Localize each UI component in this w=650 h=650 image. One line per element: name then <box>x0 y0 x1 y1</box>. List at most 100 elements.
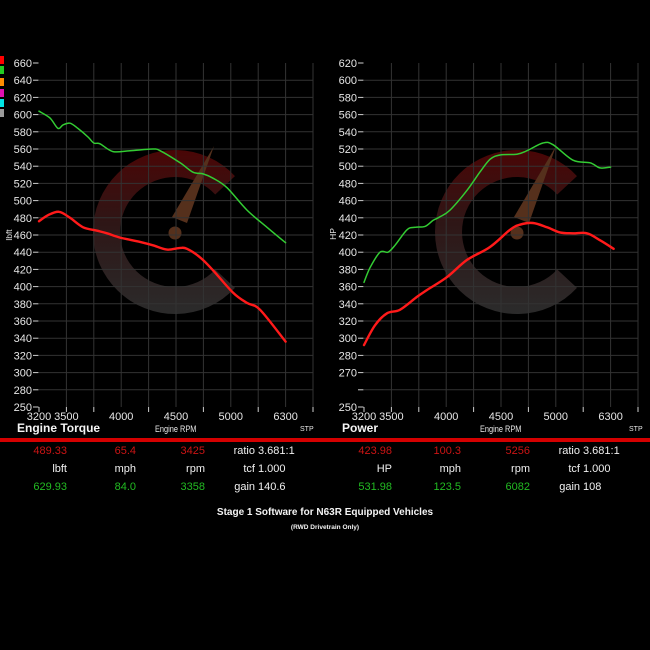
readout-value: 84.0 <box>114 481 136 493</box>
y-tick-label: 250 <box>14 402 32 414</box>
x-tick-label: 6300 <box>273 411 297 423</box>
y-tick-label: 560 <box>14 144 32 156</box>
logo-ring-icon <box>92 150 235 314</box>
logo-hub-icon <box>510 226 524 240</box>
y-tick-label: 360 <box>14 316 32 328</box>
readout-row-tuned: 531.98 123.5 6082 gain 108 <box>325 480 650 494</box>
readout-param: 3.681:1 <box>583 445 620 457</box>
readout-label: tcf <box>568 463 580 475</box>
legend-swatch-red <box>0 56 4 64</box>
x-tick-label: 6300 <box>598 411 622 423</box>
y-tick-label: 300 <box>14 368 32 380</box>
x-tick-label: 3500 <box>379 411 403 423</box>
y-tick-label: 600 <box>339 75 357 87</box>
legend-swatch-gray <box>0 109 4 117</box>
readout-value: 3358 <box>180 481 205 493</box>
x-tick-label: 3200 <box>352 411 376 423</box>
y-tick-label: 520 <box>339 144 357 156</box>
x-tick-label: 5000 <box>544 411 568 423</box>
legend-swatch-green <box>0 66 4 74</box>
readout-unit: mph <box>439 463 461 475</box>
readout-unit: HP <box>376 463 392 475</box>
readout-label: ratio <box>558 445 580 457</box>
y-tick-label: 580 <box>339 92 357 104</box>
x-tick-label: 3200 <box>27 411 51 423</box>
readout-param: 3.681:1 <box>258 445 295 457</box>
green-curve <box>38 110 287 244</box>
readout-unit: lbft <box>52 463 67 475</box>
readout-value: 423.98 <box>358 445 392 457</box>
torque-x-axis-title: Engine RPM <box>155 424 197 434</box>
logo-hub-icon <box>168 226 182 240</box>
torque-chart: 660 640 620 600 580 560 540 520 500 480 460 440 420 4… <box>4 58 314 423</box>
y-tick-label: 340 <box>339 299 357 311</box>
readout-value: 65.4 <box>114 445 136 457</box>
y-axis-title: lbft <box>4 229 14 241</box>
readout-label: gain <box>234 481 255 493</box>
y-tick-label: 660 <box>14 58 32 70</box>
y-tick-label: 280 <box>14 385 32 397</box>
readout-param: 1.000 <box>258 463 286 475</box>
y-tick-label: 270 <box>339 368 357 380</box>
y-tick-label: 280 <box>339 350 357 362</box>
x-tick-label: 4500 <box>164 411 188 423</box>
y-tick-label: 360 <box>339 282 357 294</box>
y-tick-label: 560 <box>339 110 357 122</box>
y-tick-label: 250 <box>339 402 357 414</box>
red-curve <box>37 210 287 343</box>
red-curve <box>362 221 615 347</box>
y-tick-label: 620 <box>14 92 32 104</box>
gridlines <box>39 63 314 407</box>
readout-param: 108 <box>583 481 602 493</box>
torque-chart-title: Engine Torque <box>17 421 101 435</box>
readout-row-tuned: 629.93 84.0 3358 gain 140.6 <box>0 480 325 494</box>
y-tick-label: 500 <box>339 161 357 173</box>
readout-value: 3425 <box>180 445 205 457</box>
y-tick-label: 460 <box>339 196 357 208</box>
readout-unit: rpm <box>511 463 530 475</box>
readout-value: 5256 <box>505 445 530 457</box>
readout-row-baseline: 423.98 100.3 5256 ratio 3.681:1 <box>325 444 650 458</box>
readout-value: 6082 <box>505 481 530 493</box>
readout-row-units: lbft mph rpm tcf 1.000 <box>0 462 325 476</box>
torque-readout: 489.33 65.4 3425 ratio 3.681:1 lbft mph … <box>0 444 325 500</box>
x-tick-label: 5000 <box>219 411 243 423</box>
power-correction-label: STP <box>629 426 643 433</box>
power-chart: 620 600 580 560 540 520 500 480 460 440 420 400 380 3… <box>328 58 639 423</box>
y-tick-label: 480 <box>339 178 357 190</box>
readout-unit: mph <box>114 463 136 475</box>
torque-correction-label: STP <box>300 426 314 433</box>
readout-label: ratio <box>233 445 255 457</box>
readout-value: 100.3 <box>433 445 461 457</box>
readout-value: 489.33 <box>33 445 67 457</box>
watermark-logo-icon <box>434 146 577 314</box>
legend-swatch-magenta <box>0 89 4 97</box>
logo-needle-icon <box>514 146 556 223</box>
readout-value: 531.98 <box>358 481 392 493</box>
y-tick-label: 300 <box>339 333 357 345</box>
power-x-axis-title: Engine RPM <box>480 424 522 434</box>
y-tick-label: 480 <box>14 213 32 225</box>
y-tick-label: 640 <box>14 75 32 87</box>
readout-label: tcf <box>243 463 255 475</box>
y-tick-label: 620 <box>339 58 357 70</box>
y-tick-label: 600 <box>14 110 32 122</box>
green-curve <box>363 141 612 284</box>
logo-ring-icon <box>434 150 577 314</box>
footer-title: Stage 1 Software for N63R Equipped Vehic… <box>216 507 434 518</box>
legend-swatch-orange <box>0 78 4 86</box>
x-tick-label: 4000 <box>109 411 133 423</box>
y-tick-label: 540 <box>339 127 357 139</box>
readout-value: 629.93 <box>33 481 67 493</box>
y-tick-label: 520 <box>14 178 32 190</box>
readout-value: 123.5 <box>433 481 461 493</box>
readout-label: gain <box>559 481 580 493</box>
readout-unit: rpm <box>186 463 205 475</box>
y-tick-label: 440 <box>14 247 32 259</box>
y-tick-label: 320 <box>14 350 32 362</box>
watermark-logo-icon <box>92 146 235 314</box>
readout-param: 140.6 <box>258 481 286 493</box>
y-tick-label: 440 <box>339 213 357 225</box>
readout-row-baseline: 489.33 65.4 3425 ratio 3.681:1 <box>0 444 325 458</box>
y-tick-label: 420 <box>339 230 357 242</box>
